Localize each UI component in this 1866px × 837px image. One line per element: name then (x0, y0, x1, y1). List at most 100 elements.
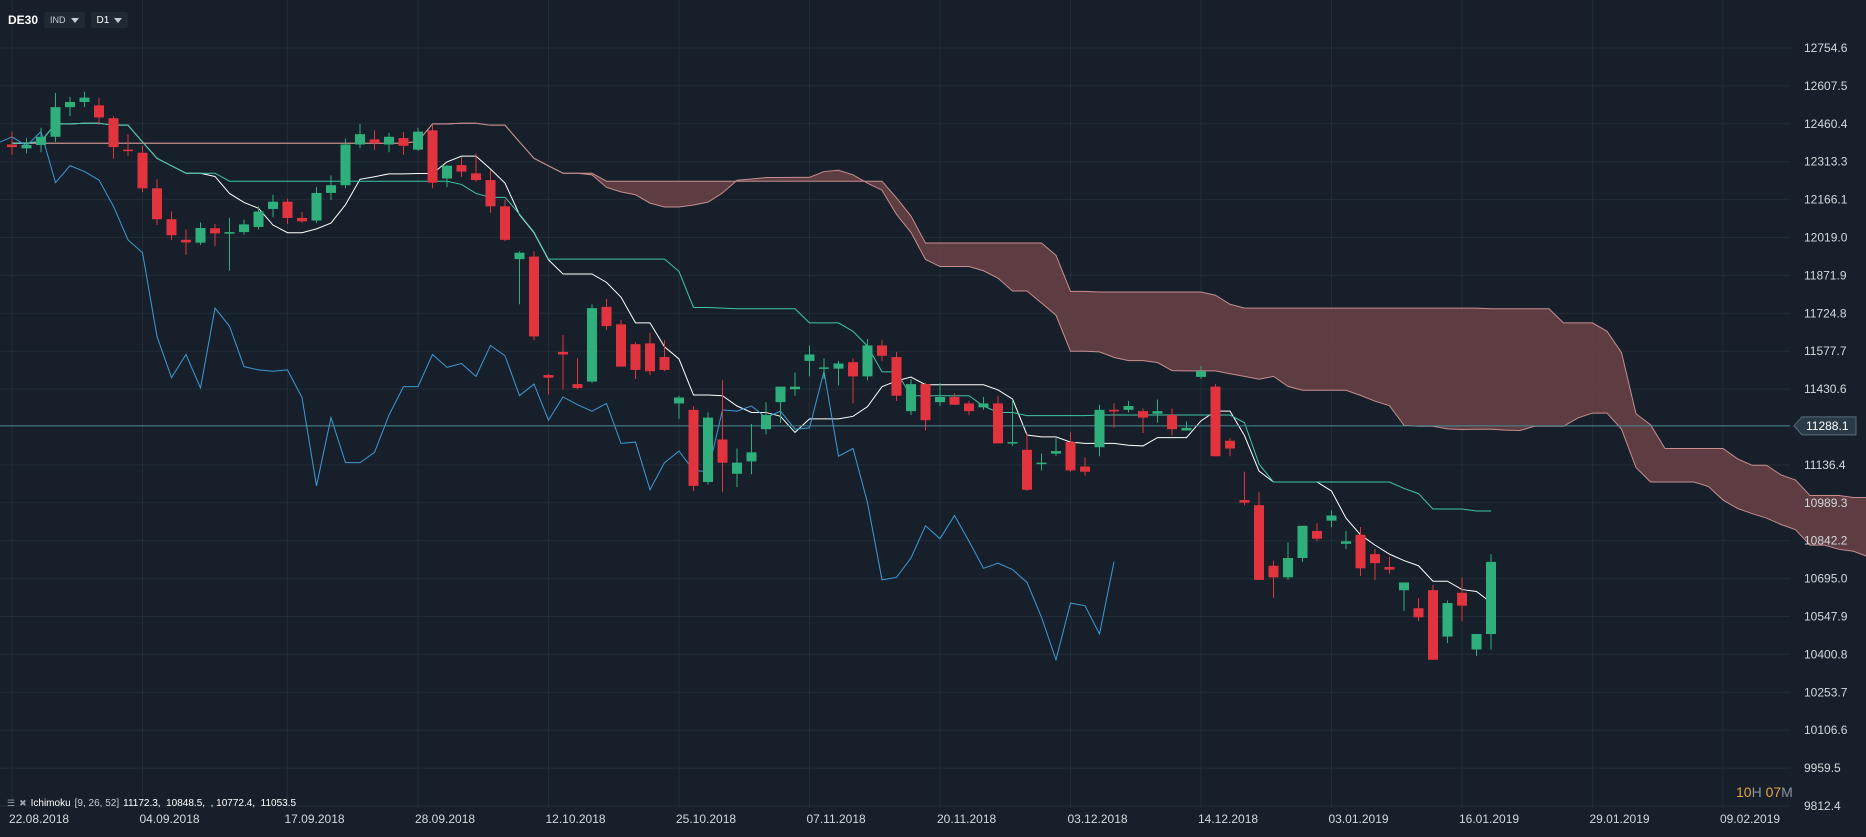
price-tick-label: 10400.8 (1804, 647, 1848, 661)
candle-body (703, 417, 713, 483)
candle-body (746, 452, 757, 462)
indicator-settings-icon[interactable]: ☰ (7, 798, 16, 808)
candle-body (369, 139, 380, 144)
bear-candle (137, 145, 148, 193)
bull-candle (1181, 421, 1192, 431)
ichimoku-lines (0, 122, 1790, 662)
timeframe-dropdown[interactable]: D1 (90, 12, 129, 28)
candle-body (558, 351, 568, 355)
bear-candle (1080, 457, 1090, 476)
bear-candle (152, 179, 162, 225)
candle-body (268, 201, 278, 209)
candle-body (543, 375, 554, 378)
candle-body (717, 439, 728, 463)
bear-candle (485, 170, 496, 213)
countdown-hours-unit: H (1751, 784, 1762, 800)
candle-body (1022, 449, 1032, 490)
candle-body (1370, 554, 1380, 564)
bear-candle (572, 358, 583, 390)
candle-body (775, 386, 786, 403)
candle-body (1486, 561, 1496, 635)
bear-candle (1065, 432, 1076, 472)
candle-body (1181, 427, 1192, 431)
candle-body (384, 136, 394, 145)
price-tick-label: 10989.3 (1804, 496, 1848, 510)
candle-body (848, 362, 858, 377)
bear-candle (1312, 523, 1322, 542)
candle-body (195, 227, 206, 243)
symbol-label[interactable]: DE30 (8, 13, 39, 27)
candle-body (1210, 386, 1221, 457)
bear-candle (1370, 548, 1380, 580)
bull-candle (79, 91, 90, 108)
candle-body (123, 149, 133, 152)
candle-body (1341, 541, 1351, 544)
bull-candle (442, 165, 452, 188)
candle-body (1457, 592, 1467, 606)
bear-candle (1457, 577, 1467, 622)
bear-candle (659, 340, 670, 372)
bull-candle (746, 424, 757, 475)
bear-candle (210, 223, 220, 247)
indicator-remove-icon[interactable]: ✖ (19, 798, 27, 808)
date-tick-label: 09.02.2019 (1720, 812, 1780, 826)
candle-body (1399, 582, 1409, 591)
candle-body (833, 363, 844, 369)
candle-body (572, 384, 583, 388)
bull-candle (703, 412, 713, 485)
bear-candle (1022, 433, 1032, 492)
price-tick-label: 9959.5 (1804, 761, 1841, 775)
bull-candle (1326, 510, 1337, 528)
price-tick-label: 11724.8 (1804, 306, 1847, 320)
bull-candle (1123, 400, 1134, 413)
candle-body (993, 403, 1003, 444)
bear-candle (1138, 408, 1148, 434)
countdown-minutes-unit: M (1781, 784, 1793, 800)
bear-candle (717, 380, 728, 493)
bear-candle (891, 351, 902, 401)
bear-candle (1428, 585, 1438, 660)
instrument-type-dropdown[interactable]: IND (44, 12, 85, 28)
candle-body (152, 188, 162, 220)
bull-candle (326, 175, 336, 200)
bull-candle (1036, 453, 1047, 471)
candle-body (1442, 603, 1453, 637)
bull-candle (775, 386, 786, 423)
bull-candle (224, 217, 235, 271)
date-axis: 22.08.2018 04.09.2018 17.09.2018 28.09.2018… (9, 812, 1780, 826)
candle-body (920, 384, 931, 421)
price-tick-label: 10842.2 (1804, 534, 1848, 548)
candle-body (166, 219, 177, 236)
candle-body (949, 396, 960, 405)
indicator-params: [9, 26, 52] (74, 798, 120, 809)
price-tick-label: 10547.9 (1804, 610, 1848, 624)
bull-candle (384, 132, 394, 153)
candle-body (398, 138, 409, 146)
candle-body (1297, 525, 1308, 559)
bear-candle (558, 335, 568, 390)
current-price-tag (1793, 416, 1857, 436)
candle-body (1254, 505, 1264, 580)
bull-candle (36, 127, 46, 153)
bear-candle (1167, 408, 1177, 436)
bull-candle (1486, 554, 1496, 650)
bear-candle (398, 132, 409, 155)
candle-body (253, 211, 264, 227)
senkou-span-b-line (12, 122, 1866, 498)
candle-body (7, 144, 17, 148)
date-tick-label: 29.01.2019 (1590, 812, 1650, 826)
candle-body (732, 462, 742, 474)
bear-candle (964, 400, 974, 416)
indicator-values: 11172.3, 10848.5, , 10772.4, 11053.5 (123, 798, 297, 809)
candle-body (94, 105, 104, 118)
chevron-down-icon (114, 17, 123, 23)
price-tick-label: 11430.6 (1804, 382, 1847, 396)
cloud-area (12, 123, 1866, 556)
candle-body (877, 345, 887, 356)
bull-candle (21, 138, 32, 154)
date-tick-label: 20.11.2018 (937, 812, 996, 826)
bear-candle (1210, 384, 1221, 457)
candle-body (65, 101, 75, 108)
candle-body (1007, 442, 1018, 444)
